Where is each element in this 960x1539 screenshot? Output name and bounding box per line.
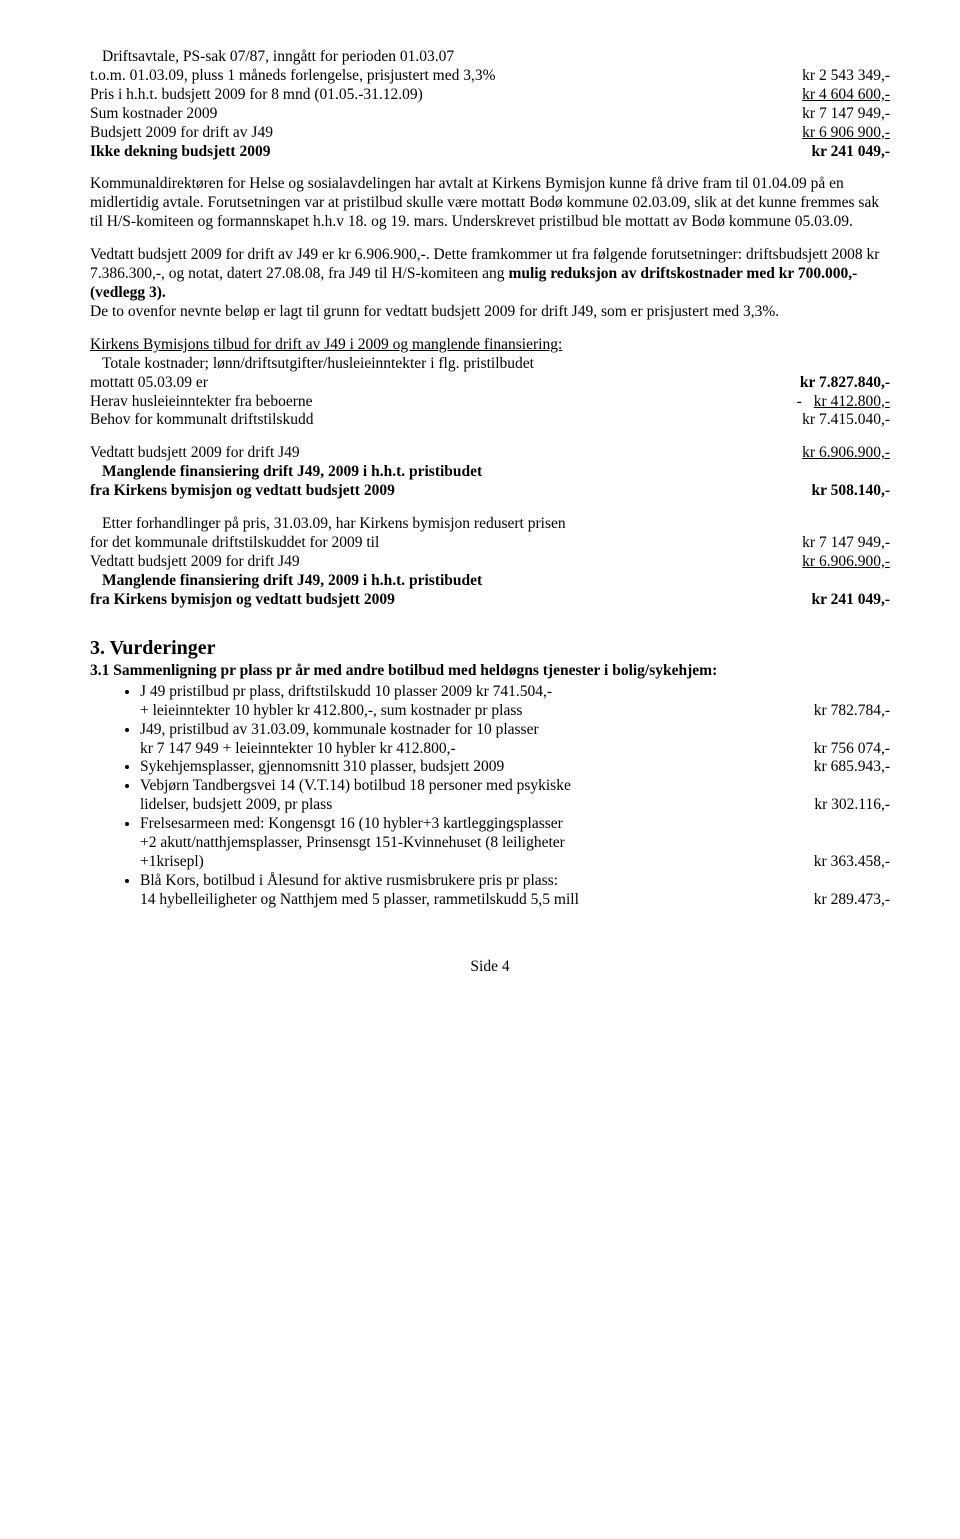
text: Driftsavtale, PS-sak 07/87, inngått for …: [90, 48, 890, 67]
amount: kr 4 604 600,-: [790, 86, 890, 105]
text: De to ovenfor nevnte beløp er lagt til g…: [90, 303, 779, 320]
list-line-amount: +1krisepl)kr 363.458,-: [140, 853, 890, 872]
text: Ikke dekning budsjett 2009: [90, 143, 799, 162]
amount: kr 508.140,-: [799, 482, 890, 501]
text: fra Kirkens bymisjon og vedtatt budsjett…: [90, 482, 799, 501]
list-item: J49, pristilbud av 31.03.09, kommunale k…: [140, 721, 890, 759]
text: +1krisepl): [140, 853, 802, 872]
line: Vedtatt budsjett 2009 for drift J49 kr 6…: [90, 553, 890, 572]
list-line: J49, pristilbud av 31.03.09, kommunale k…: [140, 721, 890, 740]
text: fra Kirkens bymisjon og vedtatt budsjett…: [90, 591, 799, 610]
line: Driftsavtale, PS-sak 07/87, inngått for …: [90, 48, 890, 67]
list-line-amount: Sykehjemsplasser, gjennomsnitt 310 plass…: [140, 758, 890, 777]
list-line: +2 akutt/natthjemsplasser, Prinsensgt 15…: [140, 834, 890, 853]
text: + leieinntekter 10 hybler kr 412.800,-, …: [140, 702, 802, 721]
amount: kr 412.800,-: [802, 393, 890, 412]
page-footer: Side 4: [90, 958, 890, 977]
line: Manglende finansiering drift J49, 2009 i…: [90, 572, 890, 591]
text: Sum kostnader 2009: [90, 105, 790, 124]
text: t.o.m. 01.03.09, pluss 1 måneds forlenge…: [90, 67, 790, 86]
budget-block: Vedtatt budsjett 2009 for drift J49 kr 6…: [90, 444, 890, 501]
text: Herav husleieinntekter fra beboerne: [90, 393, 785, 412]
minus-sign: -: [785, 393, 802, 412]
list-line: Vebjørn Tandbergsvei 14 (V.T.14) botilbu…: [140, 777, 890, 796]
tilbud-section: Kirkens Bymisjons tilbud for drift av J4…: [90, 336, 890, 431]
section-3-title: 3. Vurderinger: [90, 636, 890, 660]
amount: kr 363.458,-: [802, 853, 890, 872]
amount: kr 7.827.840,-: [788, 374, 890, 393]
line: Behov for kommunalt driftstilskudd kr 7.…: [90, 411, 890, 430]
list-item: Frelsesarmeen med: Kongensgt 16 (10 hybl…: [140, 815, 890, 872]
negotiation-block: Etter forhandlinger på pris, 31.03.09, h…: [90, 515, 890, 610]
text: Manglende finansiering drift J49, 2009 i…: [90, 572, 890, 591]
comparison-list: J 49 pristilbud pr plass, driftstilskudd…: [90, 683, 890, 910]
amount: kr 782.784,-: [802, 702, 890, 721]
text: Budsjett 2009 for drift av J49: [90, 124, 790, 143]
line: t.o.m. 01.03.09, pluss 1 måneds forlenge…: [90, 67, 890, 86]
line: mottatt 05.03.09 er kr 7.827.840,-: [90, 374, 890, 393]
text: Vedtatt budsjett 2009 for drift J49: [90, 553, 790, 572]
amount: kr 685.943,-: [802, 758, 890, 777]
text: Etter forhandlinger på pris, 31.03.09, h…: [90, 515, 890, 534]
text: Sykehjemsplasser, gjennomsnitt 310 plass…: [140, 758, 802, 777]
text: Totale kostnader; lønn/driftsutgifter/hu…: [90, 355, 890, 374]
text: Pris i h.h.t. budsjett 2009 for 8 mnd (0…: [90, 86, 790, 105]
list-item: Vebjørn Tandbergsvei 14 (V.T.14) botilbu…: [140, 777, 890, 815]
line: Sum kostnader 2009 kr 7 147 949,-: [90, 105, 890, 124]
amount: kr 6.906.900,-: [790, 553, 890, 572]
line: fra Kirkens bymisjon og vedtatt budsjett…: [90, 482, 890, 501]
list-line: J 49 pristilbud pr plass, driftstilskudd…: [140, 683, 890, 702]
heading-underline: Kirkens Bymisjons tilbud for drift av J4…: [90, 336, 890, 355]
line: fra Kirkens bymisjon og vedtatt budsjett…: [90, 591, 890, 610]
section-3-1-title: 3.1 Sammenligning pr plass pr år med and…: [116, 662, 890, 681]
amount: kr 241 049,-: [799, 591, 890, 610]
amount: kr 2 543 349,-: [790, 67, 890, 86]
amount: kr 302.116,-: [802, 796, 890, 815]
text: kr 7 147 949 + leieinntekter 10 hybler k…: [140, 740, 802, 759]
amount: kr 7 147 949,-: [790, 534, 890, 553]
text: mottatt 05.03.09 er: [90, 374, 788, 393]
text: Vedtatt budsjett 2009 for drift J49: [90, 444, 790, 463]
line: Pris i h.h.t. budsjett 2009 for 8 mnd (0…: [90, 86, 890, 105]
line: Vedtatt budsjett 2009 for drift J49 kr 6…: [90, 444, 890, 463]
list-line-amount: 14 hybelleiligheter og Natthjem med 5 pl…: [140, 891, 890, 910]
amount: kr 241 049,-: [799, 143, 890, 162]
list-line: Frelsesarmeen med: Kongensgt 16 (10 hybl…: [140, 815, 890, 834]
amount: kr 7.415.040,-: [790, 411, 890, 430]
list-line: Blå Kors, botilbud i Ålesund for aktive …: [140, 872, 890, 891]
line: Herav husleieinntekter fra beboerne - kr…: [90, 393, 890, 412]
list-line-amount: lidelser, budsjett 2009, pr plasskr 302.…: [140, 796, 890, 815]
list-line-amount: kr 7 147 949 + leieinntekter 10 hybler k…: [140, 740, 890, 759]
text: Manglende finansiering drift J49, 2009 i…: [90, 463, 890, 482]
amount: kr 756 074,-: [802, 740, 890, 759]
amount: kr 289.473,-: [802, 891, 890, 910]
line: for det kommunale driftstilskuddet for 2…: [90, 534, 890, 553]
amount: kr 6 906 900,-: [790, 124, 890, 143]
line: Ikke dekning budsjett 2009 kr 241 049,-: [90, 143, 890, 162]
paragraph: Vedtatt budsjett 2009 for drift av J49 e…: [90, 246, 890, 322]
text: Behov for kommunalt driftstilskudd: [90, 411, 790, 430]
amount: kr 7 147 949,-: [790, 105, 890, 124]
intro-lines: Driftsavtale, PS-sak 07/87, inngått for …: [90, 48, 890, 161]
text: 14 hybelleiligheter og Natthjem med 5 pl…: [140, 891, 802, 910]
line: Totale kostnader; lønn/driftsutgifter/hu…: [90, 355, 890, 374]
list-item: J 49 pristilbud pr plass, driftstilskudd…: [140, 683, 890, 721]
line: Budsjett 2009 for drift av J49 kr 6 906 …: [90, 124, 890, 143]
text: lidelser, budsjett 2009, pr plass: [140, 796, 802, 815]
list-item: Sykehjemsplasser, gjennomsnitt 310 plass…: [140, 758, 890, 777]
amount: kr 6.906.900,-: [790, 444, 890, 463]
line: Etter forhandlinger på pris, 31.03.09, h…: [90, 515, 890, 534]
list-line-amount: + leieinntekter 10 hybler kr 412.800,-, …: [140, 702, 890, 721]
paragraph: Kommunaldirektøren for Helse og sosialav…: [90, 175, 890, 232]
list-item: Blå Kors, botilbud i Ålesund for aktive …: [140, 872, 890, 910]
text: for det kommunale driftstilskuddet for 2…: [90, 534, 790, 553]
line: Manglende finansiering drift J49, 2009 i…: [90, 463, 890, 482]
